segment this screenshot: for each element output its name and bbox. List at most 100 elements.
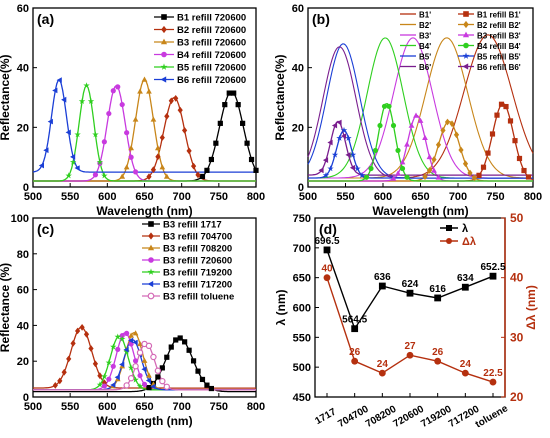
y-tick-label: 450 <box>293 392 311 404</box>
data-point <box>79 324 85 331</box>
data-point <box>119 333 125 339</box>
data-point <box>87 97 95 104</box>
data-point <box>168 97 174 105</box>
data-point <box>74 165 80 171</box>
data-point <box>434 357 442 365</box>
x-tick-label: 800 <box>247 401 265 413</box>
legend-marker <box>161 51 167 58</box>
data-point <box>503 103 509 110</box>
legend-marker <box>147 292 155 300</box>
data-label: 27 <box>404 341 416 352</box>
data-point <box>381 103 388 109</box>
data-point <box>70 340 76 347</box>
data-point <box>92 131 99 138</box>
x-tick-label: toluene <box>474 403 511 431</box>
data-point <box>92 172 99 178</box>
data-point <box>199 173 206 180</box>
data-point <box>512 138 518 144</box>
data-point <box>150 353 157 361</box>
legend-marker <box>462 31 470 38</box>
y2-tick-label: 50 <box>510 211 524 225</box>
legend-entry: B5' <box>419 53 431 62</box>
data-point <box>340 133 347 139</box>
legend-entry: B5 refill 720600 <box>177 63 246 74</box>
data-point <box>340 126 348 134</box>
data-point <box>461 369 469 377</box>
data-point <box>159 365 165 371</box>
data-point <box>413 112 419 118</box>
y2-tick-label: 30 <box>510 330 524 344</box>
data-point <box>399 165 406 172</box>
legend-entry: B3 refill 720600 <box>163 256 232 267</box>
data-point <box>327 139 333 146</box>
data-point <box>336 134 343 141</box>
x-tick-label: 500 <box>24 191 42 203</box>
data-point <box>404 141 410 147</box>
data-point <box>489 378 497 386</box>
data-point <box>74 131 81 138</box>
legend-entry: Δλ <box>462 236 476 248</box>
data-point <box>65 129 71 136</box>
data-point <box>105 359 112 366</box>
data-point <box>222 102 228 108</box>
data-point <box>38 162 44 169</box>
legend-marker <box>446 225 452 231</box>
data-point <box>96 158 104 165</box>
data-point <box>395 170 401 176</box>
y-tick-label: 40 <box>292 63 304 75</box>
data-point <box>327 165 334 172</box>
data-point <box>145 377 151 384</box>
legend-entry: B4 refill 720600 <box>177 50 246 61</box>
data-point <box>422 134 428 140</box>
data-point <box>123 348 130 355</box>
y-tick-label: 20 <box>292 122 304 134</box>
data-point <box>431 167 437 173</box>
legend-entry: B3 refill toluene <box>163 292 234 303</box>
legend-marker <box>147 244 155 251</box>
data-point <box>235 102 241 108</box>
data-point <box>525 174 532 180</box>
series-line-5 <box>33 84 256 182</box>
y-tick-label: 600 <box>293 303 311 315</box>
data-point <box>164 354 170 360</box>
data-point <box>141 366 147 373</box>
legend: B1'B2' B3'B4' B5'B6' B1 refill B1'B2 refill… <box>400 11 521 72</box>
x-tick-label: 600 <box>374 191 392 203</box>
data-point <box>123 164 130 170</box>
data-point <box>240 120 246 126</box>
panel-d: 4505005506006507007502030405017177047007… <box>274 211 538 430</box>
data-point <box>137 88 143 94</box>
legend-marker <box>148 232 154 240</box>
data-label: 24 <box>377 359 389 370</box>
data-point <box>363 174 370 180</box>
legend-entry: B3 refill 708200 <box>163 244 232 255</box>
data-point <box>507 118 514 124</box>
data-point <box>114 333 121 340</box>
data-point <box>57 377 63 385</box>
data-label: 636 <box>374 272 391 283</box>
legend-marker <box>462 63 469 70</box>
data-point <box>101 383 107 389</box>
data-point <box>123 346 129 353</box>
data-point <box>114 374 120 381</box>
legend-marker <box>160 76 167 83</box>
data-point <box>146 173 152 180</box>
data-point <box>426 167 433 174</box>
data-label: 616 <box>429 284 446 295</box>
data-point <box>417 117 424 123</box>
x-tick-label: 750 <box>210 401 228 413</box>
legend-marker <box>160 63 168 70</box>
x-tick-label: 600 <box>98 191 116 203</box>
data-point <box>453 131 460 139</box>
legend-marker <box>147 268 155 275</box>
data-point <box>399 159 406 165</box>
legend-marker <box>446 238 452 244</box>
data-point <box>136 349 144 356</box>
legend-entry: B2' <box>419 21 431 30</box>
data-point <box>141 357 148 363</box>
x-axis-label: Wavelength (nm) <box>372 204 468 218</box>
y-tick-label: 500 <box>293 362 311 374</box>
data-point <box>52 87 58 94</box>
x-tick-label: 550 <box>61 401 79 413</box>
data-point <box>83 82 90 89</box>
